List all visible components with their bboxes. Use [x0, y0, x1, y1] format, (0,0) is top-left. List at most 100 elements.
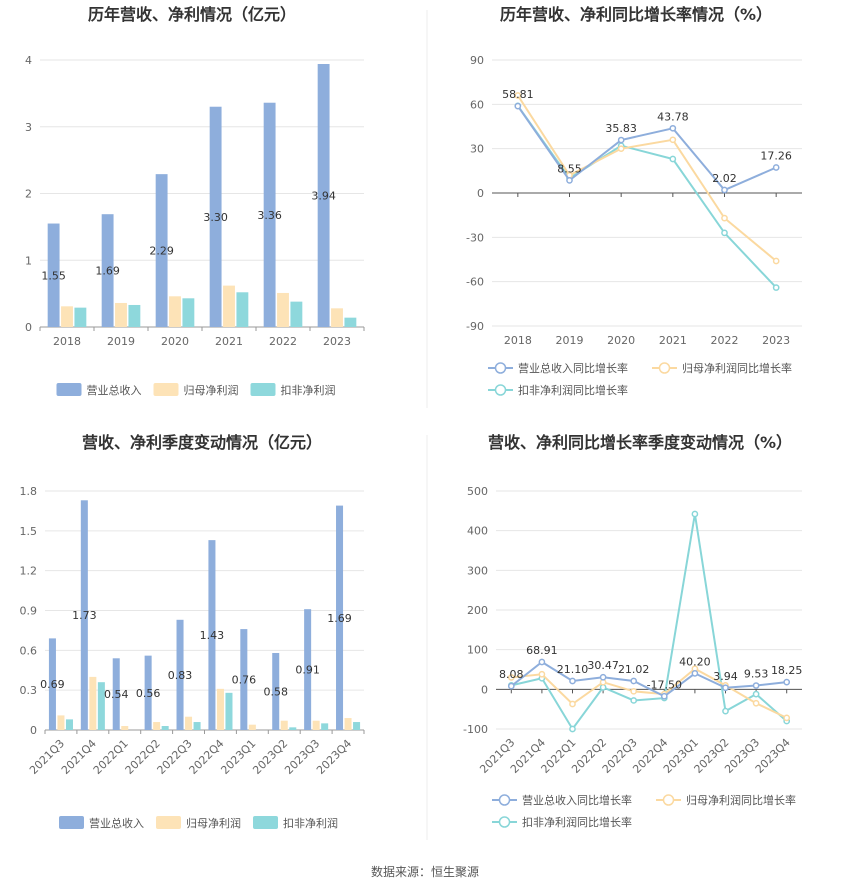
annual-line-point-net-profit: [772, 257, 780, 265]
annual-bar-title: 历年营收、净利情况（亿元）: [88, 5, 296, 24]
quarter-bar-revenue-data-label: 0.56: [136, 687, 161, 700]
annual-line-point-revenue: [566, 177, 573, 184]
annual-bar-legend-label: 扣非净利润: [281, 383, 336, 397]
annual-bar-bar-revenue: [263, 102, 276, 327]
annual-line-point-revenue: [721, 186, 728, 194]
annual-line-point-net-profit: [721, 214, 728, 222]
quarter-bar-bar-deducted-profit: [321, 723, 329, 730]
quarter-line-revenue-data-label: 21.10: [557, 663, 589, 676]
quarter-bar-title: 营收、净利季度变动情况（亿元）: [82, 433, 322, 452]
quarter-bar-bar-net-profit: [312, 720, 320, 730]
quarter-bar-legend-label: 归母净利润: [186, 816, 241, 830]
quarter-bar-bar-net-profit: [153, 722, 161, 730]
annual-line-legend-label: 扣非净利润同比增长率: [518, 383, 628, 397]
quarter-bar-legend-swatch: [59, 816, 84, 829]
annual-bar-y-tick-label: 2: [25, 188, 32, 201]
quarter-bar-bar-revenue: [112, 658, 120, 730]
quarter-bar-bar-deducted-profit: [353, 722, 361, 730]
annual-line-x-tick-label: 2022: [711, 334, 739, 347]
annual-line-legend-swatch-marker: [658, 362, 671, 374]
annual-line-legend-swatch-marker: [494, 362, 507, 374]
quarter-line-legend-label: 扣非净利润同比增长率: [522, 815, 632, 829]
annual-bar-x-tick-label: 2018: [53, 335, 81, 348]
annual-bar-y-tick-label: 0: [25, 321, 32, 334]
quarter-bar-revenue-data-label: 0.69: [40, 678, 65, 691]
annual-line-y-tick-label: 90: [470, 54, 484, 67]
quarter-line-point-net-profit: [783, 714, 791, 722]
quarter-line-line-net-profit: [511, 667, 788, 719]
annual-line-x-tick-label: 2019: [556, 334, 584, 347]
annual-bar-revenue-data-label: 3.30: [203, 211, 228, 224]
annual-bar-x-tick-label: 2019: [107, 335, 135, 348]
quarter-bar-revenue-data-label: 0.76: [232, 674, 257, 687]
annual-bar-bar-revenue: [209, 106, 222, 327]
quarter-line-revenue-data-label: 68.91: [526, 644, 558, 657]
quarter-line-revenue-data-label: 8.08: [499, 668, 524, 681]
quarter-bar-bar-revenue: [176, 619, 184, 730]
quarter-bar-bar-net-profit: [280, 720, 288, 730]
annual-line-point-revenue: [617, 136, 625, 144]
quarter-bar-bar-deducted-profit: [65, 719, 73, 730]
annual-line-x-tick-label: 2021: [659, 334, 687, 347]
annual-line-point-net-profit: [669, 136, 677, 144]
annual-line-y-tick-label: 30: [470, 143, 484, 156]
quarter-bar-bar-deducted-profit: [289, 727, 297, 730]
annual-bar-bar-deducted-profit: [74, 307, 87, 327]
quarter-bar-bar-net-profit: [121, 726, 129, 730]
quarter-line-revenue-data-label: -17.50: [647, 678, 682, 691]
annual-bar-x-tick-label: 2023: [323, 335, 351, 348]
annual-bar-bar-net-profit: [277, 292, 289, 327]
annual-bar-legend-swatch: [153, 383, 179, 396]
annual-line-revenue-data-label: 43.78: [657, 110, 689, 123]
quarter-line-point-revenue: [722, 684, 729, 692]
annual-bar-bar-deducted-profit: [128, 304, 141, 327]
quarter-bar-bar-net-profit: [248, 724, 256, 730]
quarter-line-y-tick-label: 300: [467, 564, 488, 577]
quarter-bar-bar-revenue: [304, 609, 312, 730]
annual-line-point-revenue: [772, 164, 780, 171]
annual-line-point-deducted-profit: [721, 229, 728, 237]
quarter-bar-bar-revenue: [48, 638, 56, 730]
annual-bar-bar-revenue: [47, 223, 60, 327]
annual-line-line-net-profit: [516, 94, 777, 262]
quarter-line-point-deducted-profit: [569, 725, 576, 733]
annual-line-x-tick-label: 2018: [504, 334, 532, 347]
annual-line-y-tick-label: 60: [470, 98, 484, 111]
quarter-line-point-revenue: [630, 677, 638, 685]
quarter-bar-revenue-data-label: 0.91: [295, 664, 320, 677]
quarter-bar-x-tick-label: 2023Q4: [314, 737, 354, 777]
quarter-bar-revenue-data-label: 1.73: [72, 609, 97, 622]
quarter-line-y-tick-label: 400: [467, 525, 488, 538]
annual-line-line-deducted-profit: [517, 105, 777, 289]
quarter-bar-bar-deducted-profit: [225, 692, 233, 730]
quarter-line-axes: -10001002003004005002021Q32021Q42022Q120…: [463, 485, 802, 776]
annual-line-title: 历年营收、净利同比增长率情况（%）: [500, 5, 772, 24]
quarter-bar-revenue-data-label: 0.83: [168, 669, 193, 682]
quarter-line-point-net-profit: [538, 670, 546, 678]
quarter-bar-bar-net-profit: [216, 688, 224, 730]
quarter-bar-bar-revenue: [336, 505, 344, 730]
quarter-line-point-deducted-profit: [722, 707, 729, 715]
quarter-line-y-tick-label: -100: [463, 723, 488, 736]
quarter-line-point-revenue: [783, 678, 791, 686]
annual-bar-axes: 0 1 2 3 4 2018 1.55 2019 1.69 2020 2.29 2021 3.30 202…: [25, 54, 365, 348]
quarter-bar-y-tick-label: 0: [30, 724, 37, 737]
annual-bar-revenue-data-label: 1.55: [41, 269, 66, 282]
annual-line-y-tick-label: 0: [477, 187, 484, 200]
quarter-line-revenue-data-label: 40.20: [679, 655, 711, 668]
annual-bar-legend-label: 营业总收入: [87, 383, 142, 397]
annual-bar-bar-deducted-profit: [344, 317, 357, 327]
quarter-line-point-revenue: [660, 692, 668, 700]
quarter-line-point-revenue: [507, 682, 515, 690]
annual-bar-legend: 营业总收入 归母净利润 扣非净利润: [56, 383, 336, 397]
annual-bar-legend-swatch: [250, 383, 276, 396]
quarter-bar-bar-net-profit: [344, 718, 352, 730]
quarter-bar-y-tick-label: 1.5: [20, 525, 38, 538]
annual-bar-revenue-data-label: 3.94: [311, 190, 336, 203]
annual-line-point-net-profit: [617, 145, 625, 153]
annual-bar-legend-label: 归母净利润: [184, 383, 239, 397]
quarter-bar-y-tick-label: 0.3: [20, 684, 38, 697]
quarter-line-point-revenue: [691, 670, 699, 677]
quarter-line-legend-swatch-marker: [498, 816, 511, 828]
